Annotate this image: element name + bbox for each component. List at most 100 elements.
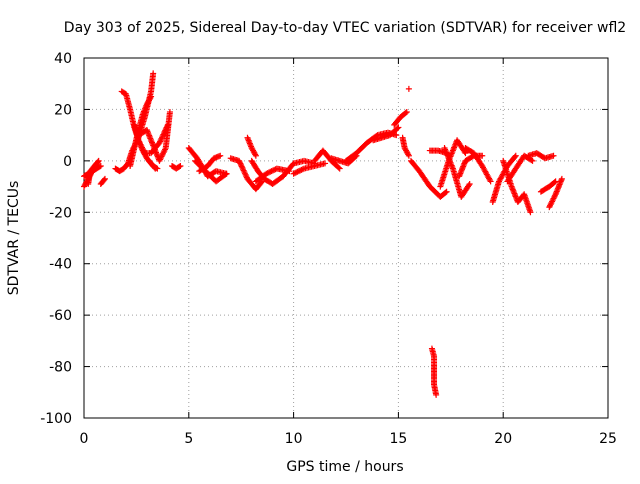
x-tick-label: 5: [184, 431, 193, 447]
data-point: [177, 163, 184, 169]
data-point: [160, 131, 167, 138]
y-tick-label: -60: [49, 308, 72, 324]
data-point: [487, 178, 494, 185]
data-point: [271, 166, 278, 173]
x-tick-label: 20: [494, 431, 512, 447]
data-point: [299, 166, 306, 173]
data-point: [240, 167, 247, 174]
data-point: [92, 161, 99, 168]
data-point: [558, 175, 565, 182]
y-tick-label: -80: [49, 360, 72, 376]
data-point: [297, 167, 304, 174]
data-series-15: [227, 155, 266, 193]
data-point: [223, 170, 230, 177]
tick-labels: 0 5 10 15 20 25 40 20 0 -20 -40 -60 -80 -100: [40, 51, 617, 447]
data-point: [322, 160, 329, 167]
data-point: [291, 170, 298, 177]
data-series-29: [428, 345, 440, 398]
data-series-35: [489, 152, 519, 205]
data-point: [264, 170, 271, 177]
data-point: [293, 169, 300, 176]
data-point: [395, 124, 402, 131]
data-point: [150, 70, 157, 77]
data-point: [466, 181, 473, 187]
data-point: [157, 137, 164, 144]
data-point: [236, 157, 243, 164]
data-point: [405, 85, 412, 92]
plot-frame: [83, 57, 609, 419]
data-series-40: [546, 175, 565, 211]
data-point: [336, 165, 343, 172]
x-tick-label: 15: [389, 431, 407, 447]
data-point: [101, 176, 108, 183]
data-series-34: [462, 145, 494, 185]
data-point: [402, 109, 409, 116]
axis-ticks: [83, 57, 609, 419]
y-tick-label: -20: [49, 205, 72, 221]
data-point: [156, 139, 163, 146]
data-series-16: [244, 134, 259, 159]
data-series-27: [405, 85, 412, 92]
x-tick-label: 10: [285, 431, 303, 447]
y-tick-label: 20: [54, 102, 72, 118]
data-point: [461, 148, 468, 155]
data-point: [158, 135, 165, 142]
data-point: [239, 164, 246, 171]
data-point: [528, 157, 535, 164]
data-point: [335, 164, 342, 171]
data-point: [166, 109, 173, 115]
data-point: [237, 160, 244, 167]
data-point: [551, 179, 558, 186]
data-point: [290, 170, 297, 177]
data-point: [241, 170, 248, 177]
data-series-24: [370, 124, 402, 144]
data-point: [160, 130, 167, 137]
data-point: [265, 169, 272, 176]
data-point: [552, 178, 559, 185]
y-tick-label: -40: [49, 257, 72, 273]
data-point: [93, 160, 100, 167]
y-tick-label: 40: [54, 51, 72, 67]
data-series-36: [500, 157, 534, 216]
data-point: [433, 391, 440, 398]
data-point: [147, 94, 154, 101]
data-point: [269, 167, 276, 174]
chart-title: Day 303 of 2025, Sidereal Day-to-day VTE…: [64, 20, 626, 36]
data-series-11: [169, 163, 184, 172]
data-point: [442, 189, 449, 196]
data-point: [154, 165, 161, 172]
x-tick-label: 0: [80, 431, 89, 447]
data-point: [101, 175, 108, 182]
data-series-38: [525, 150, 557, 162]
data-point: [97, 163, 104, 169]
data-point: [96, 163, 103, 170]
data-series-9: [135, 109, 173, 164]
data-series-25: [391, 109, 410, 128]
data-point: [550, 152, 557, 159]
data-point: [511, 153, 518, 160]
data-point: [294, 168, 301, 175]
data-point: [479, 152, 486, 159]
data-point: [405, 151, 412, 158]
data-point: [238, 162, 245, 169]
x-tick-label: 25: [599, 431, 617, 447]
data-point: [238, 163, 245, 170]
data-point: [217, 152, 224, 159]
data-point: [243, 173, 250, 180]
y-axis-label: SDTVAR / TECUs: [6, 181, 22, 296]
data-point: [268, 168, 275, 175]
data-series-26: [399, 134, 412, 159]
data-series-37: [504, 152, 536, 185]
data-point: [512, 152, 519, 159]
data-point: [258, 179, 265, 186]
data-point: [295, 168, 302, 175]
data-point: [298, 166, 305, 173]
data-point: [267, 168, 274, 175]
data-series-39: [537, 178, 559, 195]
data-series-14: [192, 157, 230, 185]
data-point: [252, 152, 259, 159]
data-point: [241, 168, 248, 175]
